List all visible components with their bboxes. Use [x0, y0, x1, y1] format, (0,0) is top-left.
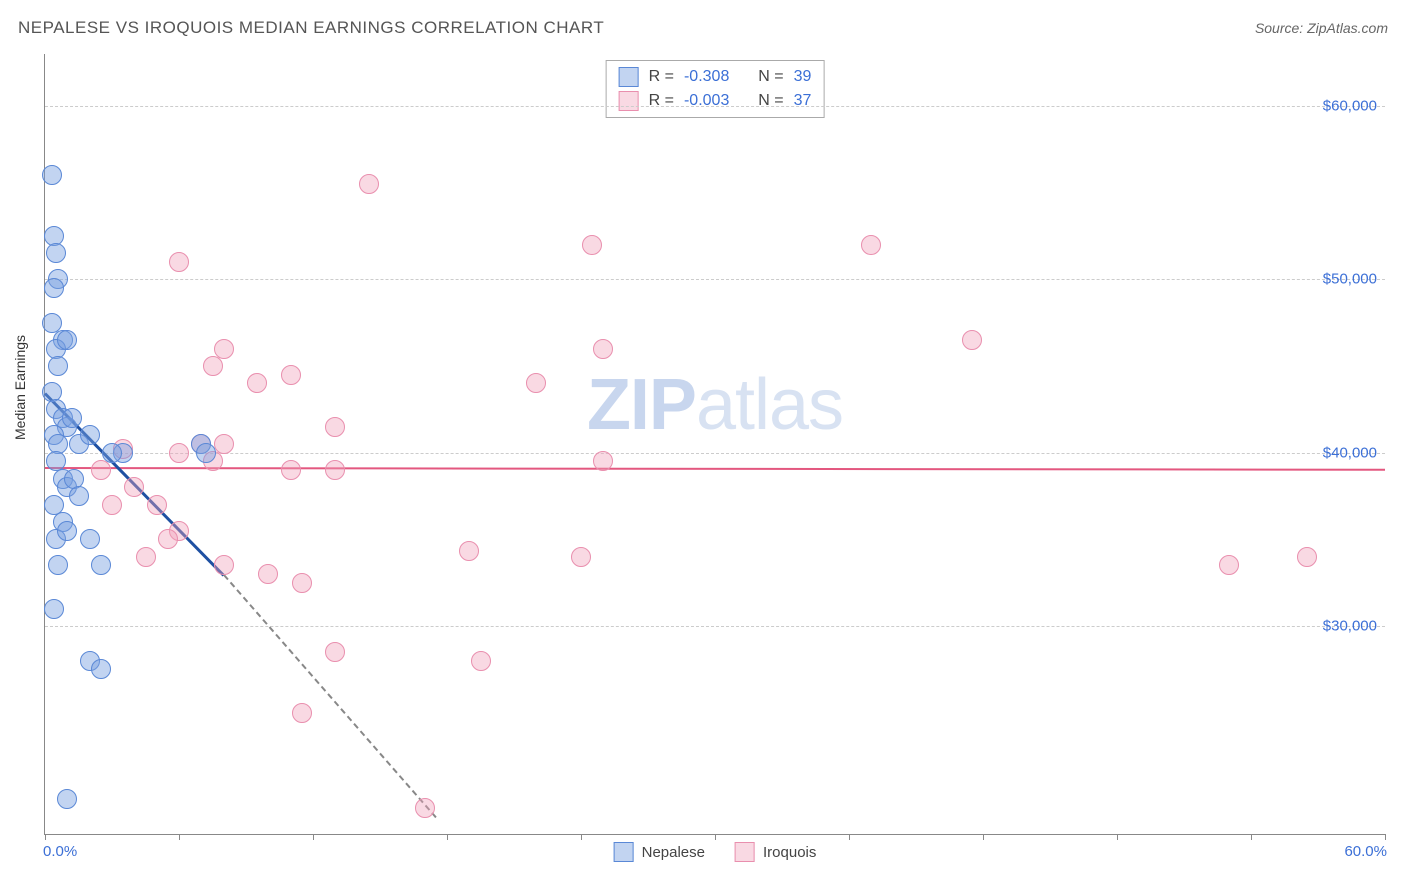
- data-point-iroquois: [247, 373, 267, 393]
- data-point-iroquois: [325, 417, 345, 437]
- data-point-iroquois: [1297, 547, 1317, 567]
- data-point-iroquois: [158, 529, 178, 549]
- data-point-iroquois: [861, 235, 881, 255]
- swatch-iroquois: [735, 842, 755, 862]
- data-point-iroquois: [1219, 555, 1239, 575]
- gridline: [45, 279, 1385, 280]
- x-tick: [45, 834, 46, 840]
- trendline-nepalese-dashed: [223, 574, 437, 818]
- x-tick: [1117, 834, 1118, 840]
- data-point-iroquois: [325, 642, 345, 662]
- data-point-nepalese: [91, 555, 111, 575]
- x-tick: [715, 834, 716, 840]
- gridline: [45, 453, 1385, 454]
- source-label: Source: ZipAtlas.com: [1255, 20, 1388, 36]
- data-point-nepalese: [196, 443, 216, 463]
- stats-legend-box: R = -0.308 N = 39 R = -0.003 N = 37: [606, 60, 825, 118]
- stats-row-2: R = -0.003 N = 37: [619, 89, 812, 113]
- data-point-iroquois: [962, 330, 982, 350]
- data-point-iroquois: [459, 541, 479, 561]
- data-point-iroquois: [593, 339, 613, 359]
- data-point-nepalese: [62, 408, 82, 428]
- data-point-nepalese: [80, 529, 100, 549]
- legend-item-iroquois: Iroquois: [735, 842, 816, 862]
- data-point-nepalese: [91, 659, 111, 679]
- data-point-iroquois: [582, 235, 602, 255]
- data-point-nepalese: [44, 278, 64, 298]
- data-point-iroquois: [359, 174, 379, 194]
- x-axis-min-label: 0.0%: [43, 843, 77, 860]
- data-point-iroquois: [258, 564, 278, 584]
- data-point-nepalese: [80, 425, 100, 445]
- swatch-nepalese: [614, 842, 634, 862]
- x-tick: [1385, 834, 1386, 840]
- data-point-iroquois: [593, 451, 613, 471]
- data-point-nepalese: [42, 165, 62, 185]
- data-point-iroquois: [471, 651, 491, 671]
- watermark: ZIPatlas: [587, 364, 843, 446]
- data-point-iroquois: [203, 356, 223, 376]
- data-point-nepalese: [44, 599, 64, 619]
- data-point-iroquois: [169, 443, 189, 463]
- y-tick-label: $30,000: [1323, 618, 1377, 635]
- legend-item-nepalese: Nepalese: [614, 842, 705, 862]
- y-axis-label: Median Earnings: [12, 335, 28, 440]
- data-point-nepalese: [57, 789, 77, 809]
- scatter-plot: ZIPatlas R = -0.308 N = 39 R = -0.003 N …: [44, 54, 1385, 835]
- data-point-nepalese: [57, 521, 77, 541]
- data-point-nepalese: [57, 330, 77, 350]
- data-point-iroquois: [136, 547, 156, 567]
- swatch-series2: [619, 91, 639, 111]
- x-tick: [581, 834, 582, 840]
- data-point-iroquois: [169, 252, 189, 272]
- x-axis-max-label: 60.0%: [1344, 843, 1387, 860]
- data-point-iroquois: [281, 365, 301, 385]
- gridline: [45, 626, 1385, 627]
- data-point-nepalese: [102, 443, 122, 463]
- data-point-nepalese: [48, 555, 68, 575]
- data-point-iroquois: [281, 460, 301, 480]
- data-point-iroquois: [102, 495, 122, 515]
- data-point-iroquois: [91, 460, 111, 480]
- data-point-iroquois: [325, 460, 345, 480]
- data-point-iroquois: [415, 798, 435, 818]
- data-point-iroquois: [292, 703, 312, 723]
- x-tick: [313, 834, 314, 840]
- swatch-series1: [619, 67, 639, 87]
- data-point-iroquois: [147, 495, 167, 515]
- x-tick: [849, 834, 850, 840]
- x-tick: [447, 834, 448, 840]
- data-point-iroquois: [214, 339, 234, 359]
- series-legend: Nepalese Iroquois: [614, 842, 817, 862]
- gridline: [45, 106, 1385, 107]
- trendline-iroquois: [45, 467, 1385, 471]
- y-tick-label: $50,000: [1323, 271, 1377, 288]
- data-point-nepalese: [46, 243, 66, 263]
- data-point-iroquois: [571, 547, 591, 567]
- y-tick-label: $60,000: [1323, 98, 1377, 115]
- x-tick: [179, 834, 180, 840]
- data-point-iroquois: [214, 555, 234, 575]
- x-tick: [1251, 834, 1252, 840]
- data-point-nepalese: [69, 486, 89, 506]
- data-point-iroquois: [526, 373, 546, 393]
- data-point-iroquois: [292, 573, 312, 593]
- data-point-nepalese: [48, 356, 68, 376]
- stats-row-1: R = -0.308 N = 39: [619, 65, 812, 89]
- y-tick-label: $40,000: [1323, 444, 1377, 461]
- data-point-iroquois: [124, 477, 144, 497]
- x-tick: [983, 834, 984, 840]
- chart-title: NEPALESE VS IROQUOIS MEDIAN EARNINGS COR…: [18, 18, 604, 38]
- data-point-iroquois: [214, 434, 234, 454]
